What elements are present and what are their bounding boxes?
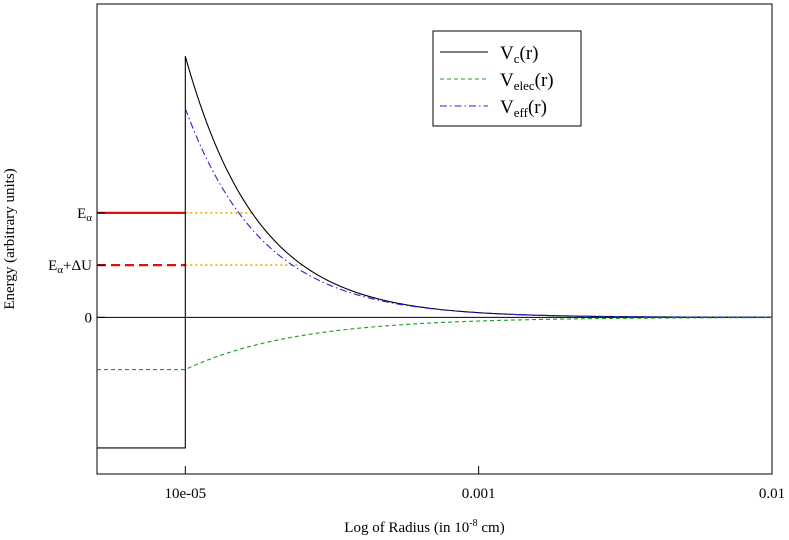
legend-label-main: V [500,97,514,118]
y-tick-label-main: E [48,258,57,274]
series-line-veff-r- [184,108,773,318]
x-tick-label: 0.01 [759,486,785,502]
legend-label: Veff(r) [500,97,547,120]
legend-label-main: V [500,70,514,91]
y-tick-label-main: 0 [85,310,93,326]
y-tick-label-sub: α [86,212,92,224]
legend-label-sub: elec [514,78,535,93]
y-axis-label: Energy (arbitrary units) [2,168,18,309]
y-tick-label: 0 [85,310,93,326]
legend-label-main: V [500,43,514,64]
legend-label: Velec(r) [500,70,554,93]
x-tick-label: 0.001 [462,486,496,502]
x-axis-label-sup: -8 [469,518,477,529]
y-tick-label: Eα+ΔU [48,258,92,276]
x-tick-label: 10e-05 [164,486,206,502]
x-axis-label-base: Log of Radius (in 10 [344,520,469,536]
legend-label-tail: (r) [535,70,554,91]
legend-label-tail: (r) [520,43,539,64]
legend-label-sub: eff [514,105,529,120]
y-tick-label-tail: +ΔU [63,258,92,274]
legend-label-tail: (r) [528,97,547,118]
series-line-velec-r- [97,317,772,371]
y-tick-label: Eα [77,206,92,224]
y-tick-label-main: E [77,206,86,222]
legend-label: Vc(r) [500,43,539,66]
legend: Vc(r)Velec(r)Veff(r) [432,30,582,127]
legend-label-sub: c [514,51,520,66]
x-axis-label-tail: cm) [478,520,505,536]
y-tick-label-sub: α [57,264,63,276]
plot-frame [96,3,773,475]
x-axis-label: Log of Radius (in 10-8 cm) [344,518,504,536]
